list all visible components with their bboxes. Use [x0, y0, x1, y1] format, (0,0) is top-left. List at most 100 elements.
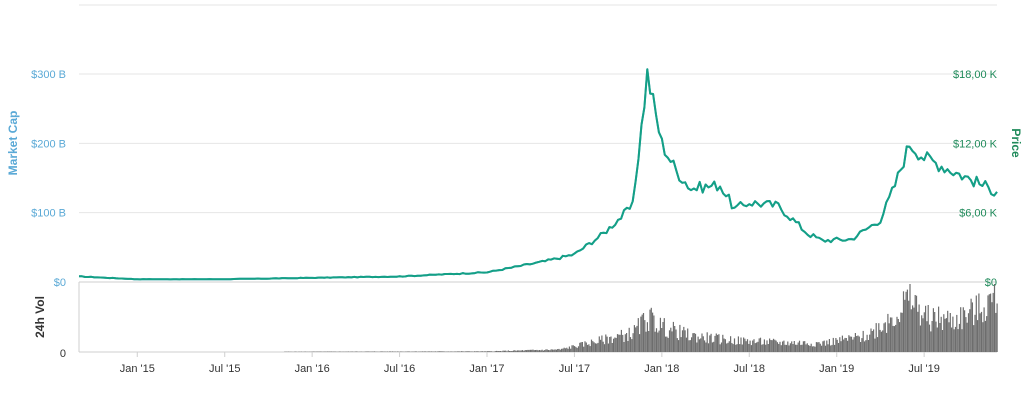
- volume-bar: [355, 351, 357, 352]
- volume-bar: [895, 324, 897, 352]
- volume-bar: [697, 336, 699, 352]
- volume-bar: [973, 325, 975, 352]
- volume-bar: [893, 326, 895, 352]
- volume-bar: [459, 351, 461, 352]
- volume-bar: [551, 349, 554, 352]
- volume-bar: [776, 342, 778, 352]
- volume-bar: [749, 340, 751, 352]
- volume-bar: [728, 341, 730, 352]
- left-tick-label: $0: [54, 277, 66, 289]
- volume-bar: [432, 351, 434, 352]
- volume-bar: [468, 351, 470, 352]
- volume-bar: [866, 334, 868, 352]
- volume-bar: [889, 317, 892, 352]
- volume-bar: [661, 328, 663, 352]
- volume-bar: [433, 351, 435, 352]
- volume-bar: [629, 337, 632, 352]
- volume-bar: [481, 351, 483, 352]
- volume-bar: [887, 313, 889, 352]
- volume-bar: [380, 351, 382, 352]
- volume-bar: [798, 340, 801, 352]
- volume-bar: [316, 351, 318, 352]
- x-tick-label: Jul '19: [908, 363, 939, 375]
- volume-bar: [683, 326, 685, 352]
- volume-bar: [797, 342, 799, 352]
- x-tick-label: Jan '19: [819, 363, 854, 375]
- volume-bar: [648, 331, 650, 352]
- volume-bar: [512, 350, 515, 352]
- volume-bar: [724, 339, 726, 352]
- volume-bar: [333, 351, 335, 352]
- volume-bar: [934, 312, 936, 352]
- volume-bar: [902, 291, 905, 352]
- volume-bar: [484, 351, 486, 352]
- volume-bar: [606, 336, 608, 352]
- volume-bar: [676, 338, 678, 352]
- volume-bar: [502, 350, 504, 352]
- volume-bar: [909, 284, 911, 352]
- volume-bar: [503, 350, 505, 352]
- volume-bar: [614, 337, 616, 352]
- volume-bar: [528, 349, 530, 352]
- volume-bar: [785, 344, 788, 352]
- volume-bar: [662, 322, 664, 352]
- volume-bar: [620, 329, 622, 352]
- volume-bar: [926, 321, 928, 352]
- volume-bar: [805, 344, 807, 352]
- volume-bar: [944, 318, 946, 352]
- volume-bar: [525, 350, 528, 352]
- volume-bar: [506, 351, 508, 352]
- volume-bar: [446, 351, 448, 352]
- volume-bar: [900, 312, 902, 352]
- volume-bar: [593, 342, 595, 352]
- volume-bar: [743, 337, 745, 352]
- volume-bar: [549, 350, 551, 352]
- volume-bar: [954, 326, 957, 352]
- right-tick-label: $0: [985, 277, 997, 289]
- volume-bar: [823, 340, 825, 352]
- volume-bar: [927, 305, 929, 352]
- volume-bar: [351, 351, 353, 352]
- volume-bar: [905, 291, 907, 352]
- volume-bar: [366, 351, 368, 352]
- volume-bar: [841, 335, 843, 352]
- volume-axis-title: 24h Vol: [33, 296, 47, 338]
- gridlines: [78, 4, 997, 353]
- volume-bar: [589, 346, 591, 352]
- volume-bar: [722, 334, 724, 352]
- volume-bar: [965, 317, 967, 352]
- volume-bar: [584, 341, 586, 352]
- volume-bar: [444, 351, 446, 352]
- volume-bar: [507, 350, 509, 352]
- volume-bar: [691, 337, 693, 352]
- volume-bar: [437, 351, 439, 352]
- left-axis-ticks: $0 $100 B $200 B $300 B: [31, 69, 66, 289]
- volume-bar: [971, 302, 973, 352]
- volume-bar: [497, 351, 499, 352]
- volume-bar: [659, 317, 661, 352]
- volume-bar: [830, 345, 832, 352]
- volume-bar: [745, 341, 747, 352]
- volume-bar: [442, 351, 444, 352]
- volume-bar: [649, 309, 651, 352]
- volume-bar: [592, 341, 594, 352]
- volume-bar: [386, 351, 388, 352]
- volume-bar: [727, 342, 729, 352]
- volume-bar: [653, 315, 655, 352]
- volume-bar: [826, 340, 828, 352]
- volume-bar: [496, 350, 498, 352]
- volume-bar: [671, 331, 673, 352]
- volume-bar: [875, 323, 877, 352]
- volume-bar: [406, 351, 408, 352]
- volume-bar: [533, 350, 535, 352]
- volume-bar: [772, 338, 775, 352]
- volume-bar: [522, 350, 524, 352]
- volume-bar: [328, 351, 330, 352]
- volume-bar: [462, 351, 464, 352]
- volume-bar: [917, 311, 919, 352]
- volume-bar: [514, 350, 516, 352]
- volume-bar: [486, 351, 489, 352]
- volume-bar: [913, 307, 915, 352]
- volume-bar: [401, 351, 403, 352]
- volume-bar: [640, 316, 642, 352]
